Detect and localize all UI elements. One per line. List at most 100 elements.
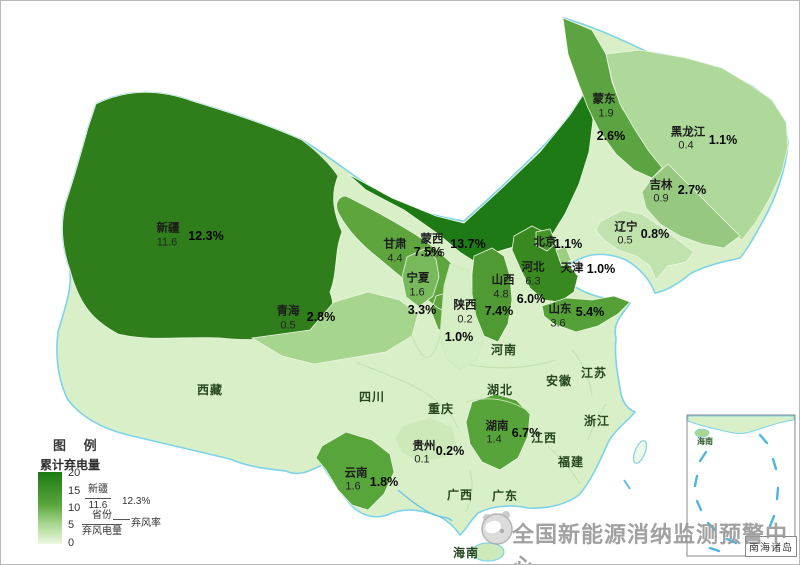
legend-example: 新疆 11.6: [85, 484, 111, 512]
province-data-label: 4.8: [493, 288, 509, 301]
province-name-label: 广西: [446, 488, 474, 502]
province-shanxi: [471, 247, 513, 343]
province-yunnan: [315, 431, 395, 511]
province-data-label: 蒙西: [420, 233, 444, 246]
legend-title: 图 例: [53, 438, 104, 453]
province-data-label: 0.8%: [640, 226, 670, 241]
watermark-text: 全国新能源消纳监测预警中心: [512, 522, 789, 565]
province-data-label: 2.6%: [596, 128, 626, 143]
province-data-label: 13.7%: [450, 236, 486, 251]
nine-dash-line: [693, 433, 780, 553]
province-data-label: 0.4: [678, 139, 694, 152]
province-data-label: 7.4%: [484, 303, 514, 318]
province-data-label: 0.5: [617, 234, 633, 247]
province-heilongjiang: [605, 49, 789, 241]
province-name-label: 海南: [452, 546, 480, 560]
province-data-label: 3.6: [550, 317, 566, 330]
province-data-label: 11.6: [156, 236, 178, 249]
inset-caption: 南海诸岛: [745, 536, 797, 557]
legend: 图 例 累计弃电量 20 15 10 5 0 新疆 11.6 12.3% 省份 …: [30, 430, 180, 555]
legend-key-province: 省份: [82, 510, 122, 525]
province-data-label: 北京: [533, 236, 557, 249]
province-name-label: 河南: [490, 343, 518, 357]
province-data-label: 12.3%: [188, 228, 224, 243]
legend-key-value: 弃风电量: [82, 525, 122, 537]
province-data-label: 甘肃: [383, 238, 407, 251]
taiwan-island: [632, 440, 648, 464]
province-name-label: 湖北: [486, 383, 514, 397]
province-data-label: 3.3%: [407, 302, 437, 317]
province-data-label: 6.3: [525, 275, 541, 288]
province-data-label: 6.0%: [516, 291, 546, 306]
province-data-label: 辽宁: [614, 221, 638, 234]
legend-subtitle: 累计弃电量: [40, 458, 101, 472]
legend-example-province: 新疆: [85, 484, 111, 499]
province-liaoning: [595, 209, 695, 281]
province-mengxi: [347, 91, 594, 264]
province-data-label: 0.5: [280, 319, 296, 332]
province-shaanxi: [439, 263, 485, 371]
province-data-label: 青海: [276, 305, 300, 318]
watermark-logo-icon: [481, 511, 513, 545]
province-data-label: 宁夏: [406, 272, 430, 285]
province-shandong: [541, 295, 631, 333]
legend-example-value: 11.6: [88, 499, 108, 511]
inset-coastline: [687, 415, 795, 434]
province-data-label: 1.8%: [369, 474, 399, 489]
province-beijing: [535, 228, 557, 252]
province-name-label: 重庆: [427, 402, 455, 416]
legend-tick: 10: [68, 502, 81, 514]
legend-key: 省份 弃风电量: [82, 510, 122, 538]
legend-tick: 5: [68, 519, 75, 531]
province-guizhou: [395, 417, 457, 463]
province-data-label: 0.2%: [435, 443, 465, 458]
legend-gradient-bar: [38, 472, 62, 544]
river-line: [397, 489, 453, 522]
province-data-label: 0.9: [653, 192, 669, 205]
province-data-label: 16.5: [423, 247, 445, 260]
province-name-label: 福建: [557, 455, 585, 469]
sea-dash: [623, 479, 631, 490]
province-data-label: 7.5%: [413, 244, 443, 259]
province-data-label: 1.6: [409, 286, 425, 299]
province-qinghai: [250, 291, 419, 365]
province-data-label: 蒙东: [592, 93, 616, 106]
legend-key-line: [113, 519, 130, 520]
province-name-label: 海南: [697, 437, 713, 446]
legend-tick: 15: [68, 485, 81, 497]
province-data-label: 0.1: [414, 453, 430, 466]
province-name-label: 江西: [530, 431, 558, 445]
province-data-label: 1.4: [486, 433, 502, 446]
province-data-label: 1.6: [345, 480, 361, 493]
province-data-label: 天津: [560, 262, 584, 275]
province-name-label: 江苏: [580, 366, 608, 380]
province-boundaries: [355, 335, 607, 513]
legend-tick: 0: [68, 537, 75, 549]
province-data-label: 6.7%: [511, 425, 541, 440]
province-data-label: 1.0%: [444, 329, 474, 344]
province-name-label: 浙江: [583, 414, 611, 428]
province-data-label: 陕西: [453, 299, 477, 312]
legend-example-rate: 12.3%: [122, 496, 151, 507]
province-data-label: 新疆: [156, 222, 180, 235]
province-data-label: 1.9: [598, 107, 614, 120]
south-china-sea-inset: [686, 414, 796, 557]
province-jilin: [641, 163, 741, 249]
province-data-label: 吉林: [649, 179, 673, 192]
province-name-label: 安徽: [545, 374, 573, 388]
province-data-label: 贵州: [412, 440, 436, 453]
legend-tick: 20: [68, 467, 81, 479]
legend-key-rate: 弃风率: [131, 518, 161, 529]
province-data-label: 1.0%: [586, 261, 616, 276]
province-data-label: 山东: [548, 303, 572, 316]
province-tianjin: [555, 246, 572, 268]
province-data-label: 1.1%: [553, 236, 583, 251]
province-data-label: 云南: [344, 467, 368, 480]
province-hunan: [465, 393, 531, 471]
province-name-label: 西藏: [196, 383, 224, 397]
province-name-label: 广东: [491, 489, 519, 503]
province-data-label: 湖南: [485, 420, 509, 433]
province-name-label: 四川: [358, 390, 386, 404]
